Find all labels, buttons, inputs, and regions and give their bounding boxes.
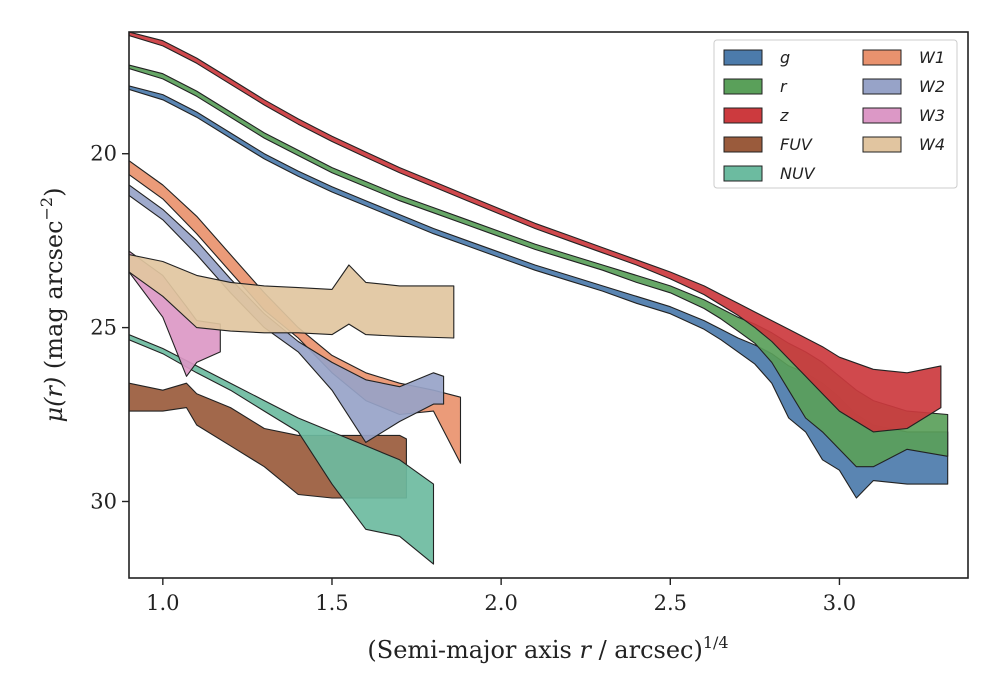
- profile-bands: [129, 32, 949, 565]
- legend-swatch-nuv: [723, 165, 763, 182]
- plot-frame: [128, 31, 969, 579]
- legend-label-w3: W3: [919, 106, 945, 125]
- x-axis-label: (Semi-major axis r / arcsec)1/4: [367, 633, 728, 664]
- band-w4: [129, 254, 455, 339]
- x-tick-label: 1.5: [315, 591, 348, 615]
- y-tick-label: 20: [90, 142, 117, 166]
- legend-label-w2: W2: [919, 77, 945, 96]
- legend-swatch-g: [723, 49, 763, 66]
- band-g: [129, 85, 949, 499]
- x-tick-label: 3.0: [823, 591, 856, 615]
- legend-swatch-z: [723, 107, 763, 124]
- legend-swatch-fuv: [723, 136, 763, 153]
- legend-label-r: r: [780, 77, 788, 96]
- y-axis-label: μ(r) (mag arcsec−2): [37, 188, 68, 423]
- band-z: [129, 32, 942, 433]
- band-nuv: [129, 334, 435, 565]
- legend-label-w4: W4: [919, 135, 945, 154]
- legend-swatch-w1: [862, 49, 902, 66]
- legend-label-g: g: [780, 48, 790, 67]
- legend: grz FUV NUV W1 W2 W3 W4: [713, 39, 958, 189]
- legend-label-nuv: NUV: [780, 164, 816, 183]
- x-tick-label: 2.0: [484, 591, 517, 615]
- legend-swatch-r: [723, 78, 763, 95]
- legend-swatch-w3: [862, 107, 902, 124]
- legend-label-fuv: FUV: [780, 135, 813, 154]
- y-tick-label: 25: [90, 316, 117, 340]
- legend-swatch-w2: [862, 78, 902, 95]
- x-tick-label: 1.0: [146, 591, 179, 615]
- y-tick-label: 30: [90, 489, 117, 513]
- y-axis-ticks: 20 25 30: [90, 142, 129, 513]
- legend-label-w1: W1: [919, 48, 945, 67]
- x-tick-label: 2.5: [654, 591, 687, 615]
- legend-label-z: z: [779, 106, 789, 125]
- x-axis-ticks: 1.0 1.5 2.0 2.5 3.0: [146, 578, 856, 615]
- legend-swatch-w4: [862, 136, 902, 153]
